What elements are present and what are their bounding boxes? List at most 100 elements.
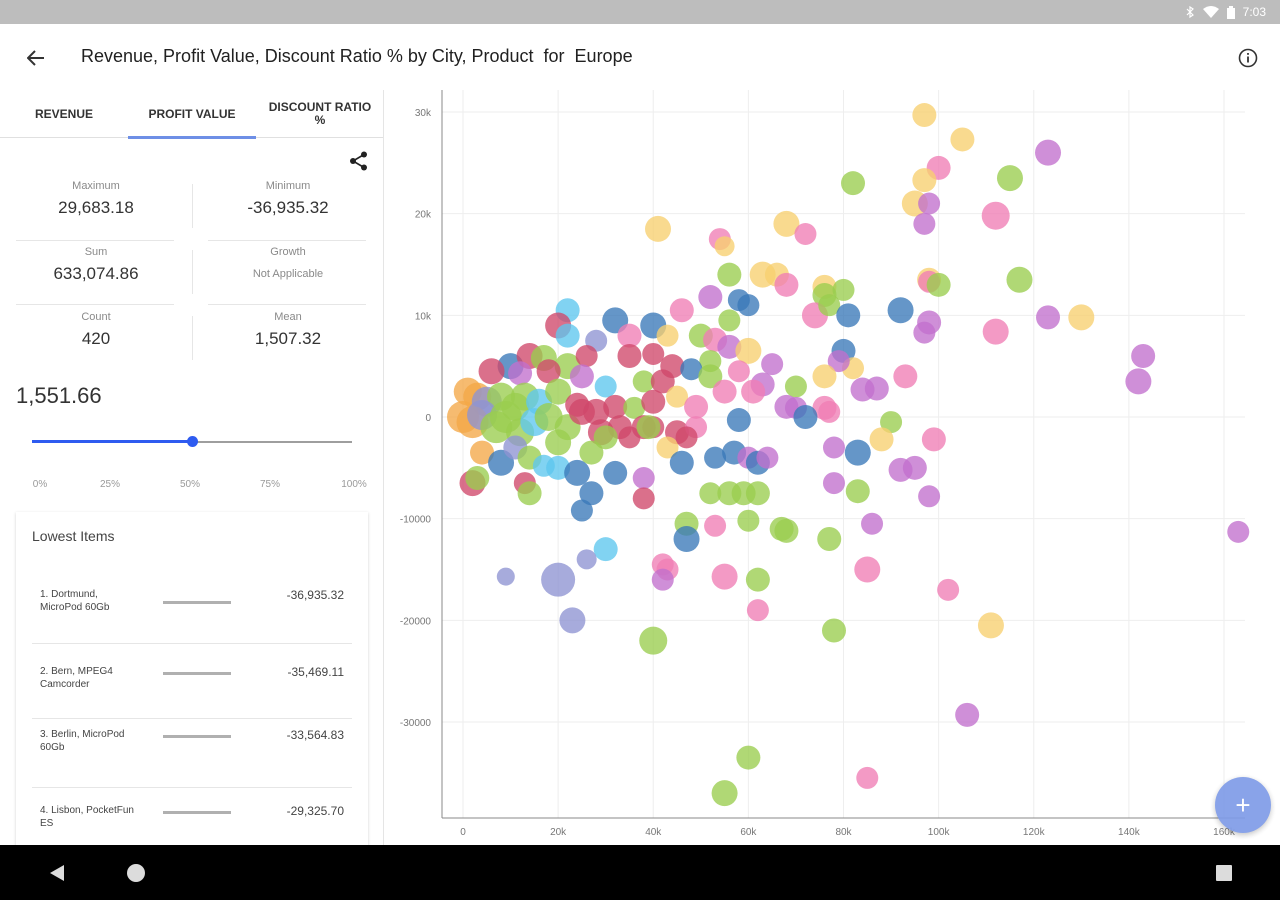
y-tick-label: 0 bbox=[425, 413, 431, 424]
share-button[interactable] bbox=[348, 150, 370, 172]
y-tick-label: 20k bbox=[415, 210, 432, 221]
nav-recents-button[interactable] bbox=[1210, 859, 1238, 887]
slider-thumb[interactable] bbox=[187, 436, 198, 447]
stat-growth: Growth Not Applicable bbox=[208, 246, 368, 280]
tab-discount-ratio[interactable]: DISCOUNT RATIO % bbox=[268, 100, 372, 127]
info-button[interactable] bbox=[1234, 44, 1262, 72]
data-bubble bbox=[636, 415, 661, 440]
data-bubble bbox=[880, 411, 903, 434]
nav-home-button[interactable] bbox=[122, 859, 150, 887]
data-bubble bbox=[1036, 305, 1061, 330]
data-bubble bbox=[632, 370, 655, 393]
x-tick-label: 100k bbox=[928, 827, 951, 838]
data-bubble bbox=[912, 168, 937, 193]
data-bubble bbox=[869, 427, 894, 452]
y-tick-label: -20000 bbox=[400, 616, 432, 627]
list-item[interactable]: 3. Berlin, MicroPod 60Gb -33,564.83 bbox=[32, 728, 352, 788]
triangle-back-icon bbox=[50, 865, 64, 881]
tab-profit-value[interactable]: PROFIT VALUE bbox=[128, 90, 256, 139]
data-bubble bbox=[1131, 344, 1156, 368]
x-tick-label: 60k bbox=[740, 827, 757, 838]
data-bubble bbox=[836, 303, 861, 328]
data-bubble bbox=[955, 702, 980, 727]
data-bubble bbox=[793, 405, 818, 429]
data-bubble bbox=[727, 360, 750, 383]
data-bubble bbox=[854, 556, 881, 583]
data-bubble bbox=[1125, 368, 1152, 395]
status-time: 7:03 bbox=[1242, 5, 1266, 19]
list-item-value: -36,935.32 bbox=[286, 588, 344, 602]
data-bubble bbox=[717, 334, 742, 359]
divider bbox=[192, 250, 193, 294]
info-icon bbox=[1238, 48, 1258, 68]
plus-icon: + bbox=[1235, 789, 1251, 820]
data-bubble bbox=[656, 324, 679, 347]
navigation-bar bbox=[0, 845, 1280, 900]
data-bubble bbox=[981, 201, 1010, 230]
list-item-value: -29,325.70 bbox=[286, 804, 344, 818]
data-bubble bbox=[745, 567, 770, 592]
data-bubble bbox=[559, 607, 586, 634]
data-bubble bbox=[913, 321, 936, 344]
bubble-chart-svg: 0 20k 40k 60k 80k 100k 120k 140k 160k 30k 20k 10k 0 -… bbox=[400, 90, 1250, 838]
list-item-label: 3. Berlin, MicroPod 60Gb bbox=[40, 729, 125, 753]
data-bubble bbox=[717, 262, 742, 287]
data-bubble bbox=[893, 364, 918, 389]
data-bubble bbox=[856, 766, 879, 789]
data-bubble bbox=[465, 466, 490, 490]
data-bubble bbox=[698, 364, 723, 389]
stat-value: 1,507.32 bbox=[254, 329, 322, 348]
data-bubble bbox=[698, 285, 723, 310]
data-bubble bbox=[773, 210, 800, 237]
add-fab-button[interactable]: + bbox=[1215, 777, 1271, 833]
percentile-slider[interactable] bbox=[32, 436, 352, 447]
data-bubble bbox=[639, 626, 668, 655]
data-bubble bbox=[546, 455, 571, 480]
data-bubble bbox=[650, 369, 675, 394]
x-tick-label: 160k bbox=[1213, 827, 1236, 838]
data-bubble bbox=[845, 479, 870, 504]
data-bubble bbox=[737, 509, 760, 532]
list-item-bar bbox=[163, 672, 231, 675]
divider bbox=[192, 316, 193, 360]
divider bbox=[208, 304, 366, 305]
x-tick-label: 20k bbox=[550, 827, 567, 838]
back-button[interactable] bbox=[22, 44, 50, 72]
list-item-bar bbox=[163, 601, 231, 604]
data-bubble bbox=[818, 294, 841, 317]
y-tick-label: 10k bbox=[415, 311, 432, 322]
stat-mean: Mean 1,507.32 bbox=[208, 311, 368, 349]
tab-revenue[interactable]: REVENUE bbox=[34, 106, 93, 121]
data-bubble bbox=[756, 446, 779, 469]
slider-tick: 0% bbox=[32, 479, 48, 490]
data-bubble bbox=[774, 272, 799, 297]
data-bubble bbox=[541, 562, 576, 597]
stat-label: Mean bbox=[274, 311, 302, 323]
data-bubble bbox=[478, 358, 505, 385]
data-bubble bbox=[822, 436, 845, 459]
slider-tick: 50% bbox=[179, 479, 201, 490]
data-bubble bbox=[669, 450, 694, 475]
list-item[interactable]: 4. Lisbon, PocketFun ES -29,325.70 bbox=[32, 804, 352, 845]
data-bubble bbox=[666, 385, 689, 408]
data-bubble bbox=[977, 612, 1004, 639]
list-item[interactable]: 2. Bern, MPEG4 Camcorder -35,469.11 bbox=[32, 665, 352, 719]
stat-label: Count bbox=[81, 311, 111, 323]
data-bubble bbox=[827, 350, 850, 373]
stat-value: Not Applicable bbox=[252, 268, 324, 280]
stat-value: 633,074.86 bbox=[53, 264, 139, 283]
nav-back-button[interactable] bbox=[43, 859, 71, 887]
data-bubble bbox=[736, 745, 761, 770]
data-bubble bbox=[718, 309, 741, 332]
bubble-chart[interactable]: 0 20k 40k 60k 80k 100k 120k 140k 160k 30k 20k 10k 0 -… bbox=[385, 90, 1280, 845]
data-bubble bbox=[545, 429, 572, 456]
list-item-bar bbox=[163, 811, 231, 814]
list-item[interactable]: 1. Dortmund, MicroPod 60Gb -36,935.32 bbox=[32, 588, 352, 644]
data-bubble bbox=[817, 527, 842, 551]
data-bubble bbox=[576, 549, 597, 570]
data-bubble bbox=[593, 425, 618, 450]
data-bubble bbox=[603, 460, 628, 485]
data-bubble bbox=[926, 272, 951, 297]
data-bubble bbox=[656, 436, 679, 459]
data-bubble bbox=[982, 318, 1009, 345]
